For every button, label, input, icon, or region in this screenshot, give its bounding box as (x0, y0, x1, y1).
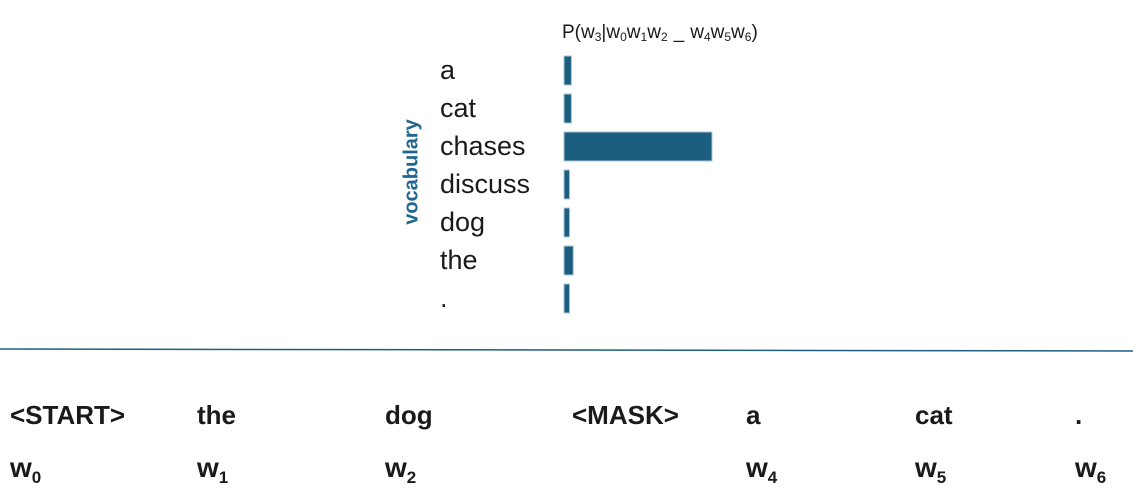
token-word: <START> (10, 400, 126, 430)
title-subscript: 2 (660, 30, 668, 44)
title-subscript: 4 (703, 30, 711, 44)
title-part: w (647, 22, 661, 43)
probability-bar-the (563, 245, 574, 276)
vocab-word: dog (440, 207, 486, 237)
title-part: ) (751, 22, 758, 43)
token-word: the (197, 400, 236, 430)
token-word: cat (915, 400, 953, 430)
token-position: w5 (915, 452, 947, 487)
vocab-word: a (440, 55, 456, 85)
token-position: w0 (10, 452, 42, 487)
chart-title: P(w3|w0w1w2 _ w4w5w6) (562, 22, 758, 44)
title-part: w (690, 22, 704, 43)
vocab-word: the (440, 245, 478, 275)
vocab-word: cat (440, 93, 477, 123)
probability-bar-chases (563, 131, 713, 162)
title-subscript: 5 (724, 30, 732, 44)
vocab-word: chases (440, 131, 526, 161)
token-word: . (1075, 400, 1083, 430)
token-position: w6 (1075, 452, 1107, 487)
token-word: a (746, 400, 761, 430)
token-position: w2 (385, 452, 417, 487)
title-subscript: 1 (640, 30, 648, 44)
vocabulary-list: a cat chases discuss dog the . (440, 51, 530, 317)
probability-bar-dog (563, 207, 571, 238)
token-position: w1 (197, 452, 229, 487)
probability-bar-cat (563, 93, 572, 124)
title-part: w (626, 22, 641, 43)
title-part: |w (601, 22, 621, 43)
title-part: w (710, 22, 725, 43)
title-blank: _ (673, 22, 685, 43)
vocab-word: discuss (440, 169, 531, 199)
probability-bar- (563, 283, 571, 314)
token-word: dog (385, 400, 433, 430)
probability-bar-discuss (563, 169, 571, 200)
divider-line (0, 348, 1133, 352)
title-subscript: 3 (594, 30, 602, 44)
title-subscript: 0 (620, 30, 627, 44)
title-part: P(w (562, 22, 595, 43)
title-part: w (731, 22, 745, 43)
probability-bar-chart (563, 55, 713, 314)
vocab-word: . (440, 283, 448, 313)
mask-token: <MASK> (572, 400, 679, 430)
probability-bar-a (563, 55, 572, 86)
token-position: w4 (746, 452, 778, 487)
title-subscript: 6 (744, 30, 752, 44)
